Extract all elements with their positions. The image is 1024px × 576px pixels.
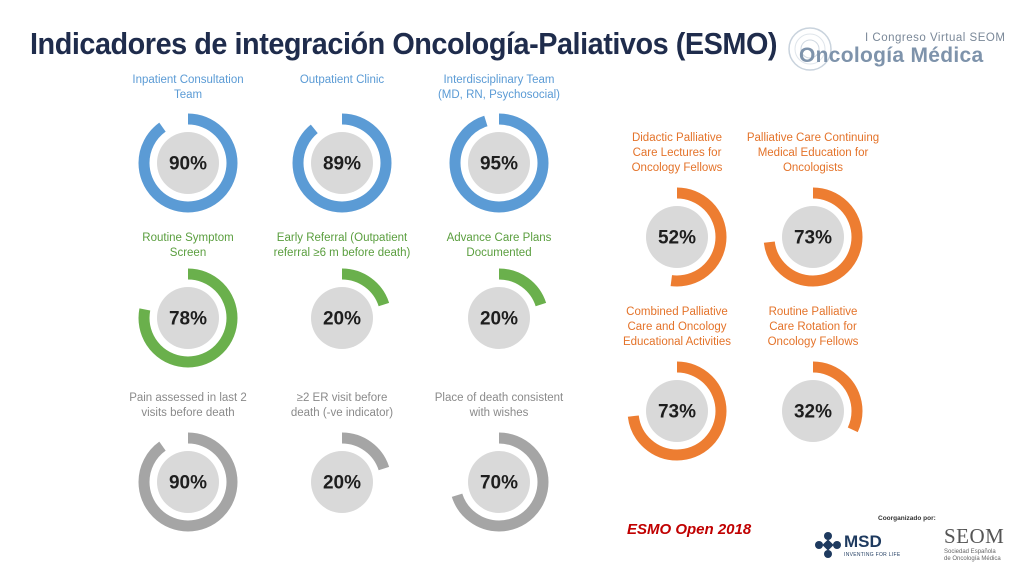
donut-value-label: 20% [323, 309, 361, 330]
swirl-logo-icon [788, 27, 832, 71]
congress-logo: I Congreso Virtual SEOM Oncología Médica [785, 22, 1010, 82]
msd-tagline: INVENTING FOR LIFE [844, 552, 901, 558]
indicator-label: Outpatient Clinic [299, 74, 385, 86]
page-title: Indicadores de integración Oncología-Pal… [30, 26, 778, 61]
donut-value-label: 20% [480, 309, 518, 330]
indicator-label: Interdisciplinary Team (MD, RN, Psychoso… [437, 74, 561, 101]
donut-value-label: 52% [658, 228, 696, 249]
donut-center [468, 132, 530, 194]
donut-center [468, 287, 530, 349]
donut-chart: 89% [292, 113, 392, 213]
congress-eyebrow: I Congreso Virtual SEOM [865, 32, 1006, 44]
donut-center [311, 132, 373, 194]
seom-logo: SEOM Sociedad Española de Oncología Médi… [944, 524, 1014, 568]
indicator-label: Pain assessed in last 2 visits before de… [129, 392, 247, 419]
donut-value-label: 32% [794, 402, 832, 423]
donut-arc [292, 113, 392, 213]
msd-wordmark: MSD [844, 532, 882, 551]
donut-chart: 20% [292, 268, 392, 368]
donut-center [157, 451, 219, 513]
donut-arc [763, 187, 863, 287]
donut-arc [138, 113, 238, 213]
donut-value-label: 95% [480, 154, 518, 175]
indicator-label: Inpatient Consultation Team [132, 74, 244, 101]
donut-center [157, 132, 219, 194]
donut-arc [449, 268, 549, 368]
indicator-label: ≥2 ER visit before death (-ve indicator) [290, 392, 394, 419]
donut-value-label: 70% [480, 473, 518, 494]
donut-value-label: 73% [794, 228, 832, 249]
donut-center [468, 451, 530, 513]
donut-center [646, 206, 708, 268]
donut-chart: 20% [449, 268, 549, 368]
donut-arc [763, 361, 863, 461]
indicator-label: Routine Symptom Screen [142, 232, 234, 259]
donut-value-label: 20% [323, 473, 361, 494]
donut-chart: 73% [763, 187, 863, 287]
donut-arc [138, 432, 238, 532]
donut-chart: 90% [138, 432, 238, 532]
donut-chart: 78% [138, 268, 238, 368]
donut-arc [449, 113, 549, 213]
donut-chart: 73% [627, 361, 727, 461]
donut-value-label: 73% [658, 402, 696, 423]
seom-wordmark: SEOM [944, 524, 1005, 548]
donut-chart: 20% [292, 432, 392, 532]
donut-chart: 32% [763, 361, 863, 461]
donut-chart: 52% [627, 187, 727, 287]
organized-by-label: Coorganizado por: [878, 515, 936, 522]
indicator-label: Advance Care Plans Documented [446, 232, 552, 259]
donut-arc [627, 187, 727, 287]
donut-center [311, 287, 373, 349]
donut-arc [138, 268, 238, 368]
donut-chart: 90% [138, 113, 238, 213]
indicator-label: Early Referral (Outpatient referral ≥6 m… [273, 232, 411, 259]
donut-center [157, 287, 219, 349]
donut-arc [292, 268, 392, 368]
donut-chart: 95% [449, 113, 549, 213]
donut-center [646, 380, 708, 442]
donut-center [311, 451, 373, 513]
donut-value-label: 78% [169, 309, 207, 330]
donut-arc [292, 432, 392, 532]
donut-value-label: 90% [169, 473, 207, 494]
donut-arc [627, 361, 727, 461]
donut-value-label: 89% [323, 154, 361, 175]
seom-fullname: Sociedad Española de Oncología Médica [944, 549, 1001, 562]
citation: ESMO Open 2018 [627, 521, 752, 538]
donut-chart: 70% [449, 432, 549, 532]
donut-arc [449, 432, 549, 532]
indicator-label: Routine Palliative Care Rotation for Onc… [767, 306, 859, 348]
indicator-label: Place of death consistent with wishes [434, 392, 564, 419]
donut-value-label: 90% [169, 154, 207, 175]
donut-center [782, 380, 844, 442]
congress-brand: Oncología Médica [799, 44, 984, 67]
msd-logo: MSD INVENTING FOR LIFE [814, 527, 904, 563]
donut-center [782, 206, 844, 268]
indicator-label: Didactic Palliative Care Lectures for On… [631, 132, 723, 174]
msd-diamond-icon [815, 532, 841, 558]
indicator-label: Palliative Care Continuing Medical Educa… [746, 132, 880, 174]
indicator-label: Combined Palliative Care and Oncology Ed… [622, 306, 732, 348]
